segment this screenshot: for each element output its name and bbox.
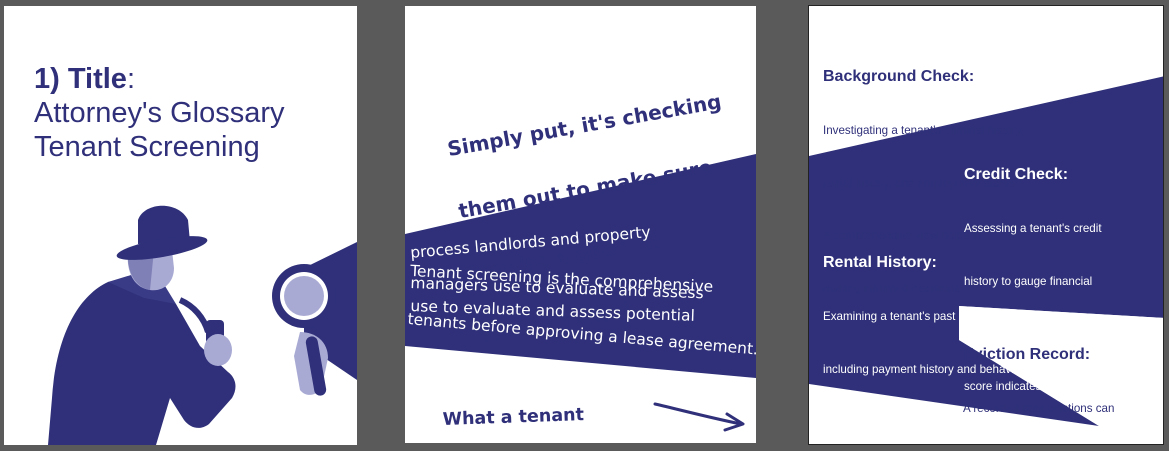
- section-line: Investigating a tenant's criminal histor…: [823, 124, 1025, 137]
- title-line-2: Tenant Screening: [34, 131, 260, 163]
- section-line: A record of past evictions can: [963, 402, 1115, 415]
- slide-title-card: 1) Title: Attorney's Glossary Tenant Scr…: [4, 6, 357, 445]
- section-title: Background Check:: [823, 68, 975, 85]
- section-background-check: Background Check: Investigating a tenant…: [823, 30, 1024, 334]
- detective-illustration: [48, 205, 357, 445]
- section-title: Credit Check:: [964, 166, 1069, 183]
- section-line: as a tenant. Insights into reliability: [823, 415, 998, 429]
- section-line: score indicates reliability: [964, 379, 1090, 393]
- slide-title: 1) Title:: [34, 63, 135, 95]
- title-line-1: Attorney's Glossary: [34, 97, 285, 129]
- section-line: including payment history and behavior: [823, 362, 1025, 376]
- section-line: Examining a tenant's past rental experie…: [823, 310, 1057, 323]
- section-rental-history: Rental History: Examining a tenant's pas…: [823, 216, 1057, 444]
- section-title: Eviction Record:: [963, 346, 1091, 363]
- section-line: responsibility. A good credit: [964, 327, 1104, 341]
- section-line: history to gauge financial: [964, 274, 1093, 288]
- section-title: Rental History:: [823, 254, 937, 271]
- section-line: rental history, and employment status.: [823, 176, 1019, 190]
- slide-definition-card: Simply put, it's checking them out to ma…: [405, 6, 756, 443]
- navy-band: [405, 154, 756, 378]
- section-credit-check: Credit Check: Assessing a tenant's credi…: [964, 128, 1104, 445]
- section-line: Assessing a tenant's credit: [964, 222, 1102, 235]
- section-eviction-record: Eviction Record: A record of past evicti…: [963, 308, 1127, 444]
- navy-band: [809, 76, 1163, 444]
- slide-includes-card: Background Check: Investigating a tenant…: [808, 5, 1164, 445]
- arrow-right-icon: [653, 402, 745, 432]
- section-line: in rent payments.: [964, 432, 1053, 445]
- section-line: making informed decisions.: [823, 281, 964, 295]
- section-line: A comprehensive view helps in: [823, 229, 982, 243]
- includes-heading: What a tenant screening includes: [442, 405, 585, 430]
